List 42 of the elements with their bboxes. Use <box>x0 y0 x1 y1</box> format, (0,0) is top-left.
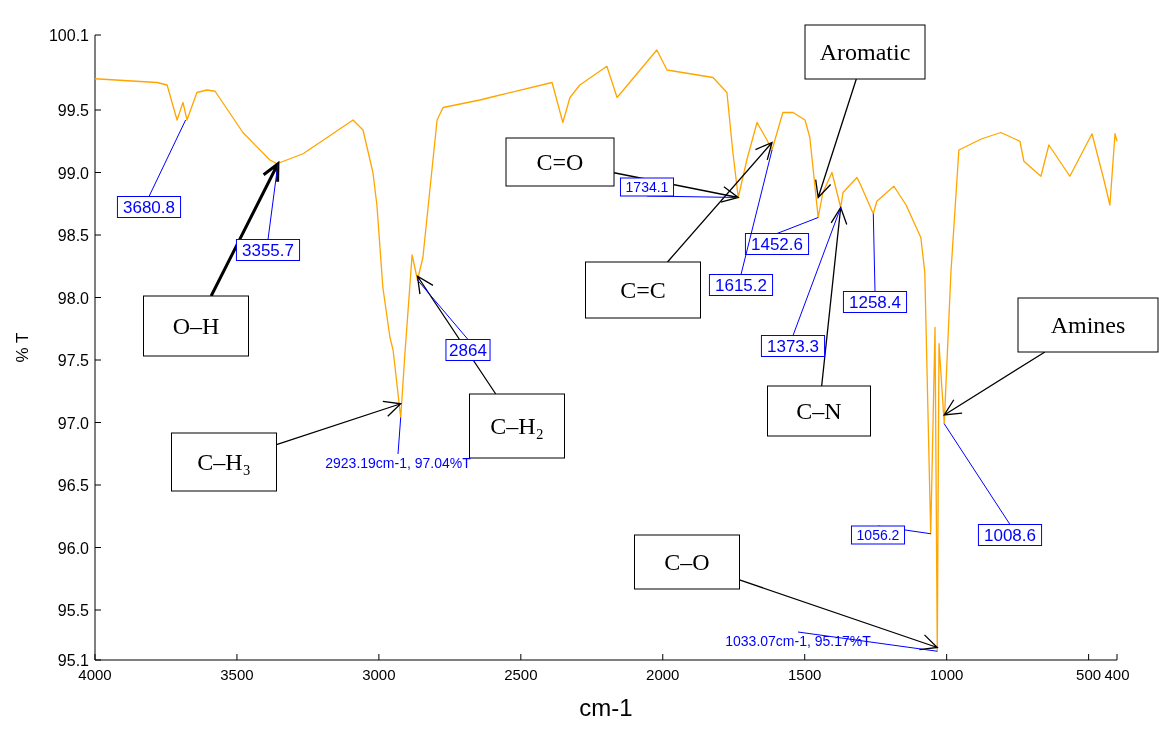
x-tick-label: 2000 <box>646 666 680 683</box>
annotation: Amines <box>1050 312 1126 338</box>
y-tick-label: 98.5 <box>57 227 90 244</box>
annotation: C–O <box>664 549 710 575</box>
annotation: C–H₃ <box>197 449 251 475</box>
y-tick-label: 99.0 <box>57 164 90 182</box>
y-tick-label: 100.1 <box>48 27 90 44</box>
annotation: 1734.1 <box>625 179 669 196</box>
y-tick-label: 98.0 <box>57 289 90 307</box>
annotation: 1258.4 <box>849 293 901 313</box>
y-tick-label: 97.0 <box>57 414 90 432</box>
x-axis-title: cm-1 <box>579 694 633 721</box>
annotation: C–N <box>796 398 842 424</box>
annotation: 3680.8 <box>123 198 175 218</box>
x-tick-label: 2500 <box>504 666 538 683</box>
annotation: C=C <box>620 277 666 303</box>
annotation: O–H <box>172 313 220 339</box>
x-tick-label: 500 <box>1076 666 1102 683</box>
annotation: 3355.7 <box>242 241 294 261</box>
annotation: 1373.3 <box>767 337 819 357</box>
x-tick-label: 3000 <box>362 666 396 683</box>
annotation: 1615.2 <box>715 276 767 296</box>
x-tick-label: 3500 <box>220 666 254 683</box>
y-tick-label: 96.5 <box>57 477 90 494</box>
annotation: 2923.19cm-1, 97.04%T <box>325 455 472 472</box>
y-axis-title: % T <box>13 332 32 363</box>
x-tick-label: 400 <box>1104 666 1130 683</box>
y-tick-label: 96.0 <box>57 539 90 557</box>
y-tick-label: 95.5 <box>57 602 90 619</box>
annotation: 1008.6 <box>984 526 1036 546</box>
annotation: 1033.07cm-1, 95.17%T <box>725 633 872 650</box>
x-tick-label: 4000 <box>78 666 112 683</box>
annotation: Aromatic <box>819 39 911 65</box>
y-tick-label: 95.1 <box>57 652 90 669</box>
annotation: 1056.2 <box>856 527 900 544</box>
annotation: 1452.6 <box>751 235 803 255</box>
annotation: C–H₂ <box>490 413 544 439</box>
x-tick-label: 1000 <box>929 666 964 683</box>
y-tick-label: 97.5 <box>57 352 90 369</box>
annotation: C=O <box>536 149 584 175</box>
x-tick-label: 1500 <box>788 666 822 683</box>
y-tick-label: 99.5 <box>57 102 90 119</box>
